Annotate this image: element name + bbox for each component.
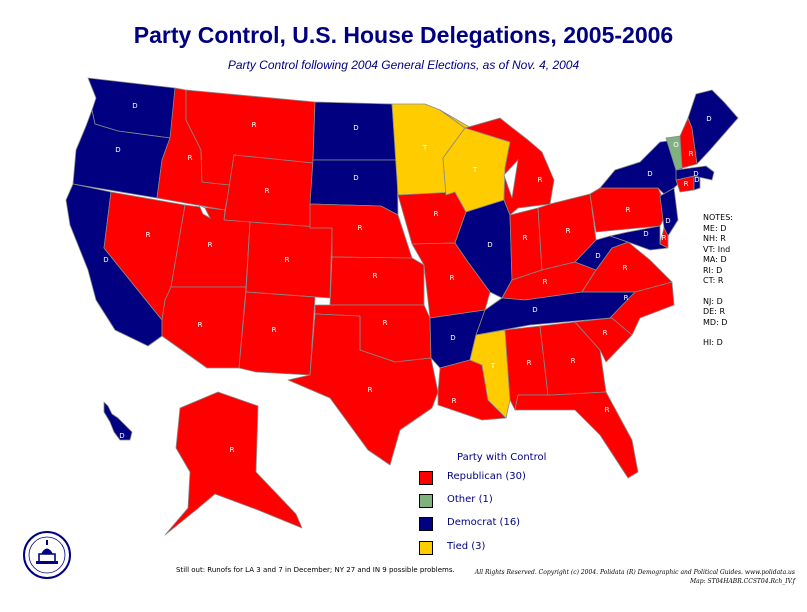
state-label-nj: D (665, 217, 670, 225)
state-label-mo: R (450, 274, 455, 282)
legend-swatch-other (419, 494, 433, 508)
note-line: HI: D (703, 338, 723, 347)
state-label-nc: R (624, 294, 629, 302)
state-label-nd: D (353, 124, 358, 132)
note-line: RI: D (703, 265, 723, 275)
state-label-ks: R (373, 272, 378, 280)
state-label-or: D (115, 146, 120, 154)
state-label-la: R (452, 397, 457, 405)
state-label-sd: D (353, 174, 358, 182)
state-label-wy: R (265, 187, 270, 195)
note-line: MD: D (703, 317, 728, 327)
legend-swatch-democrat (419, 517, 433, 531)
state-label-id: R (188, 154, 193, 162)
state-label-nv: R (146, 231, 151, 239)
state-label-tx: R (368, 386, 373, 394)
state-label-sc: R (603, 329, 608, 337)
note-line: NH: R (703, 234, 726, 243)
legend-swatch-tied (419, 541, 433, 555)
state-nj (659, 187, 679, 237)
note-line: DE: R (703, 307, 726, 316)
state-label-in: R (523, 234, 528, 242)
state-label-ga: R (571, 357, 576, 365)
state-fl (514, 391, 639, 479)
state-ma (675, 165, 715, 181)
note-line: MA: D (703, 255, 727, 264)
state-label-wv: D (595, 252, 600, 260)
footnote: Still out: Runofs for LA 3 and 7 in Dece… (176, 566, 455, 574)
state-label-ak: R (230, 446, 235, 454)
note-line: ME: D (703, 223, 727, 233)
state-label-nm: R (272, 326, 277, 334)
state-label-fl: R (605, 406, 610, 414)
copyright-credit: All Rights Reserved. Copyright (c) 2004.… (475, 568, 795, 586)
legend-label: Other (1) (447, 494, 493, 505)
state-label-ca: D (103, 256, 108, 264)
state-hi (103, 401, 133, 441)
state-label-ms: T (490, 362, 496, 370)
state-label-ma: D (693, 170, 698, 178)
state-label-ri: D (694, 176, 699, 184)
state-in (509, 207, 543, 281)
state-md (609, 225, 669, 251)
state-label-wi: T (472, 166, 478, 174)
state-ia (397, 191, 467, 245)
state-label-wa: D (132, 102, 137, 110)
state-label-oh: R (566, 227, 571, 235)
state-label-ky: R (543, 278, 548, 286)
polidata-logo-icon (23, 531, 71, 579)
state-label-me: D (706, 115, 711, 123)
state-sc (574, 317, 633, 363)
state-label-de: R (662, 234, 667, 242)
state-label-mi: R (538, 176, 543, 184)
legend-title: Party with Control (457, 452, 547, 463)
note-line: VT: Ind (703, 244, 731, 254)
credit-line: All Rights Reserved. Copyright (c) 2004.… (474, 569, 795, 576)
state-label-nh: R (689, 150, 694, 158)
state-mi (464, 117, 555, 216)
legend-swatch-republican (419, 471, 433, 485)
note-line: CT: R (703, 276, 724, 285)
legend-label: Democrat (16) (447, 517, 521, 528)
note-line: NJ: D (703, 296, 723, 306)
state-label-al: R (527, 359, 532, 367)
state-ks (329, 256, 425, 306)
legend-label: Tied (3) (447, 541, 486, 552)
state-label-il: D (487, 241, 492, 249)
great-salt-lake (198, 204, 211, 220)
state-label-va: R (623, 264, 628, 272)
state-label-tn: D (532, 306, 537, 314)
state-label-md: D (643, 230, 648, 238)
state-label-az: R (198, 321, 203, 329)
state-label-ia: R (434, 210, 439, 218)
state-label-ut: R (208, 241, 213, 249)
state-label-mt: R (252, 121, 257, 129)
lake-michigan (503, 158, 519, 199)
state-nm (238, 291, 316, 376)
state-tx (287, 313, 439, 466)
state-label-ny: D (647, 170, 652, 178)
map-title: Party Control, U.S. House Delegations, 2… (133, 22, 674, 48)
state-label-ok: R (383, 319, 388, 327)
state-label-mn: T (422, 144, 428, 152)
legend-label: Republican (30) (447, 471, 526, 482)
state-label-ar: D (450, 334, 455, 342)
state-az (161, 286, 247, 369)
state-ak (164, 391, 303, 536)
state-label-co: R (285, 256, 290, 264)
state-label-pa: R (626, 206, 631, 214)
notes-panel: NOTES: ME: D NH: R VT: Ind MA: D RI: D C… (703, 213, 733, 349)
state-label-hi: D (119, 432, 124, 440)
state-label-vt: O (673, 141, 679, 149)
state-me (687, 89, 739, 165)
notes-heading: NOTES: (703, 213, 733, 222)
state-label-ne: R (358, 224, 363, 232)
map-subtitle: Party Control following 2004 General Ele… (227, 58, 580, 72)
map-id-line: Map: ST04HABR.CCST04.Rch_IV.f (690, 578, 795, 585)
state-label-ct: R (684, 180, 689, 188)
